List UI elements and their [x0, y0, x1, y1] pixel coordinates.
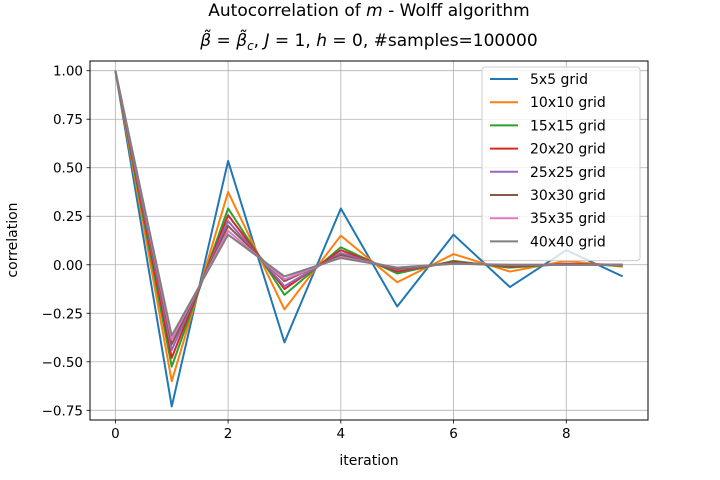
y-axis-label: correlation: [5, 202, 21, 277]
chart-title-line1: Autocorrelation of m - Wolff algorithm: [208, 1, 530, 21]
title-eq1: =: [211, 31, 236, 51]
title-variable: m: [366, 1, 383, 21]
legend-label: 30x30 grid: [530, 188, 606, 204]
legend-box: [481, 66, 641, 262]
title-h: h: [316, 31, 327, 51]
legend-label: 20x20 grid: [530, 142, 606, 158]
legend: 5x5 grid 10x10 grid 15x15 grid 20x20 grid 25…: [481, 66, 641, 262]
y-tick-label: −0.25: [42, 306, 83, 322]
legend-label: 25x25 grid: [530, 165, 606, 181]
title-eq3: = 0, #samples=100000: [327, 31, 538, 51]
legend-label: 10x10 grid: [530, 95, 606, 111]
title-betac: β̃: [235, 29, 247, 51]
y-tick-label: 1.00: [53, 64, 83, 80]
x-tick-label: 8: [562, 426, 571, 442]
plot-frame: [89, 60, 649, 421]
y-tick-label: −0.50: [42, 355, 83, 371]
x-tick-label: 0: [111, 426, 120, 442]
legend-label: 40x40 grid: [530, 234, 606, 250]
series-lines: [114, 70, 624, 408]
legend-label: 35x35 grid: [530, 211, 606, 227]
y-tick-label: 0.50: [53, 161, 83, 177]
y-tick-label: 0.75: [53, 112, 83, 128]
title-j: J: [261, 31, 269, 51]
x-tick-label: 4: [337, 426, 346, 442]
x-axis-label: iteration: [339, 453, 398, 469]
legend-label: 15x15 grid: [530, 118, 606, 134]
y-tick-label: 0.25: [53, 209, 83, 225]
title-sep1: ,: [254, 31, 265, 51]
title-betac-sub: c: [247, 39, 254, 53]
y-axis-ticks: −0.75 −0.50 −0.25 0.00 0.25 0.50 0.75 1.00: [42, 64, 90, 419]
y-tick-label: 0.00: [53, 258, 83, 274]
title-prefix: Autocorrelation of: [208, 1, 366, 21]
x-tick-label: 2: [224, 426, 233, 442]
series-line-40x40-grid: [114, 70, 623, 337]
title-suffix: - Wolff algorithm: [383, 1, 530, 21]
x-axis-ticks: 0 2 4 6 8: [111, 420, 571, 442]
title-eq2: = 1,: [270, 31, 317, 51]
x-tick-label: 6: [449, 426, 458, 442]
title-beta: β̃: [199, 29, 211, 51]
y-tick-label: −0.75: [42, 403, 83, 419]
chart-title-line2: β̃ = β̃c, J = 1, h = 0, #samples=100000: [199, 29, 537, 53]
legend-label: 5x5 grid: [530, 72, 588, 88]
